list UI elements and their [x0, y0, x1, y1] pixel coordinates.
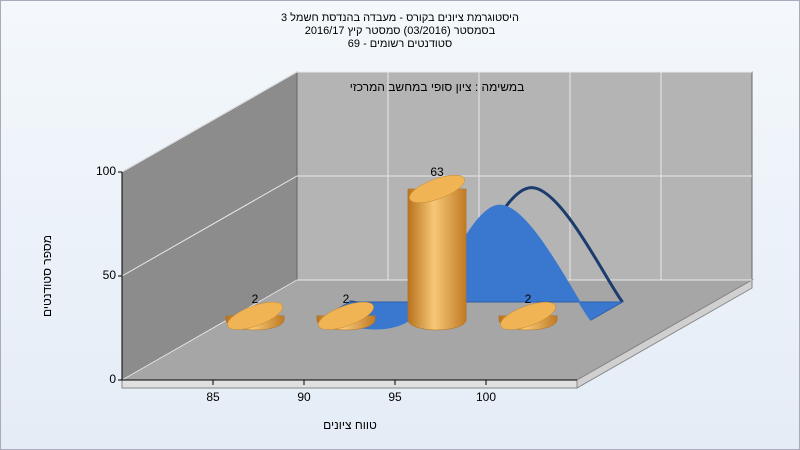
value-label: 63: [430, 165, 444, 179]
grid-line: [121, 279, 752, 381]
y-tick-label: 0: [109, 372, 116, 386]
value-label: 2: [525, 292, 532, 306]
y-tick-label: 100: [96, 164, 116, 178]
x-tick-label: 90: [297, 390, 311, 404]
x-tick-label: 95: [388, 390, 402, 404]
chart-subtitle: סטודנטים רשומים - 69: [348, 38, 452, 50]
floor-edge: [121, 379, 578, 389]
y-axis-label: מספר סטודנטים: [40, 235, 54, 317]
x-tick-label: 100: [476, 390, 496, 404]
grid-line: [121, 175, 752, 277]
grid-line: [121, 71, 752, 173]
chart-title: היסטוגרמת ציונים בקורס - מעבדה בהנדסת חש…: [281, 11, 519, 24]
bar: [407, 188, 467, 331]
bar-top: [409, 175, 465, 203]
value-label: 2: [343, 292, 350, 306]
y-tick-label: 50: [103, 268, 117, 282]
chart-subtitle: בסמסטר (03/2016) סמסטר קיץ 2016/17: [305, 25, 496, 37]
annotation: במשימה : ציון סופי במחשב המרכזי: [350, 80, 525, 94]
bar-top: [500, 301, 556, 330]
x-tick-label: 85: [206, 390, 220, 404]
x-axis-label: טווח ציונים: [323, 418, 377, 432]
value-label: 2: [252, 292, 259, 306]
bar-top: [318, 301, 374, 330]
bar-top: [227, 301, 283, 330]
